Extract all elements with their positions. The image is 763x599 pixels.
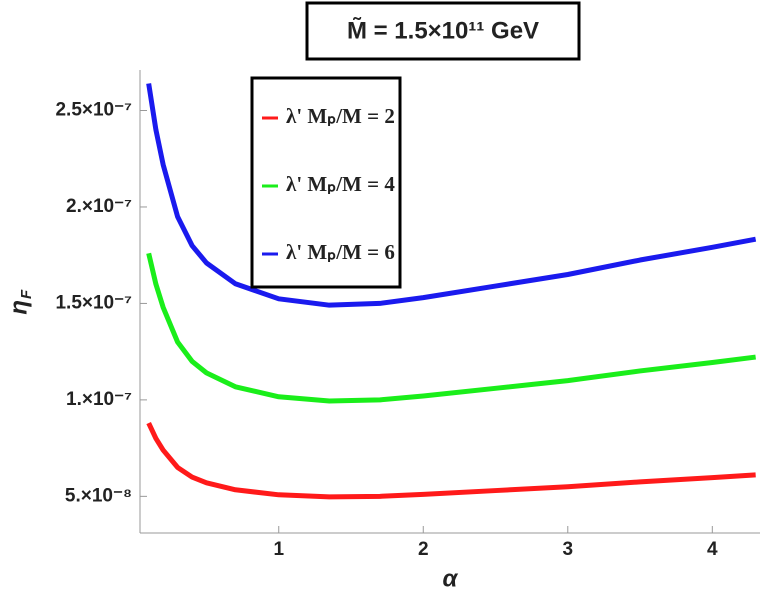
x-tick-label: 2: [418, 539, 429, 560]
series-line: [146, 421, 756, 500]
title-box: [305, 1, 581, 61]
y-tick-label: 1.×10⁻⁷: [66, 389, 132, 410]
x-tick-label: 3: [562, 539, 573, 560]
legend-box: [250, 76, 402, 289]
legend: λ' Mₚ/M = 2 λ' Mₚ/M = 4 λ' Mₚ/M = 6: [250, 76, 402, 289]
legend-label: λ' Mₚ/M = 2: [286, 104, 395, 128]
x-axis-label: α: [443, 565, 459, 592]
x-tick-label: 4: [707, 539, 718, 560]
y-tick-label: 5.×10⁻⁸: [65, 485, 132, 506]
chart-title: M̃ = 1.5×10¹¹ GeV: [347, 17, 539, 45]
y-axis-label: η F: [5, 289, 35, 315]
y-tick-label: 1.5×10⁻⁷: [55, 292, 132, 313]
x-tick-label: 1: [273, 539, 284, 560]
legend-label: λ' Mₚ/M = 6: [286, 240, 395, 264]
series-line: [146, 83, 757, 308]
y-axis-label-main: η: [5, 300, 32, 315]
series-line: [146, 252, 756, 404]
y-tick-label: 2.5×10⁻⁷: [55, 100, 132, 121]
y-tick-label: 2.×10⁻⁷: [66, 196, 132, 217]
y-axis-label-sub: F: [18, 289, 35, 299]
legend-label: λ' Mₚ/M = 4: [286, 172, 395, 196]
